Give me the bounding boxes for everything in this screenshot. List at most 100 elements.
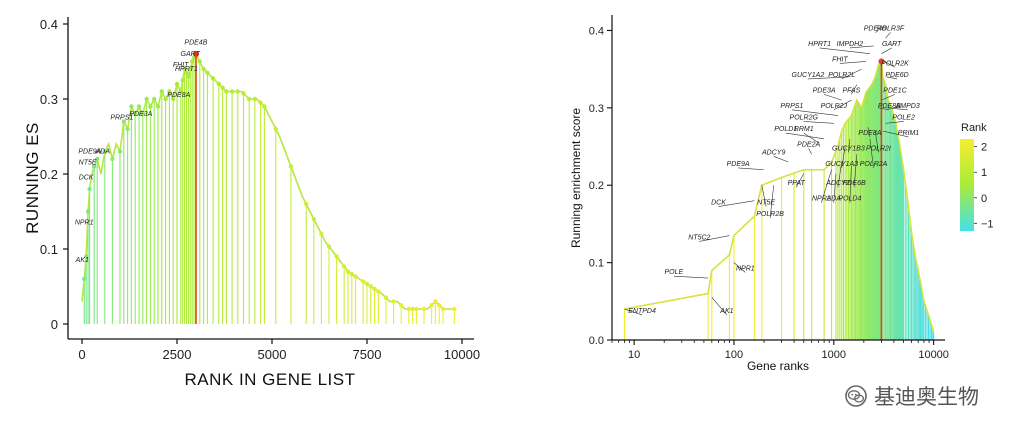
right-gene-label: GUCY1A3 xyxy=(825,161,858,168)
left-gene-label: DCK xyxy=(79,175,94,182)
left-y-tick-label: 0.3 xyxy=(40,92,58,107)
right-y-axis-label: Running enrichment score xyxy=(569,108,583,248)
left-hit-point xyxy=(252,96,258,102)
right-gene-label: RRM1 xyxy=(794,126,814,133)
left-hit-point xyxy=(144,96,149,102)
right-gene-label: NPR1 xyxy=(736,265,755,272)
left-y-ticks: 0 0.1 0.2 0.3 0.4 xyxy=(40,17,68,332)
left-hit-point xyxy=(399,303,404,308)
right-label-pointer xyxy=(869,138,874,168)
left-hit-points xyxy=(82,51,457,312)
left-x-tick-label: 2500 xyxy=(163,347,192,362)
right-label-pointer xyxy=(849,45,874,49)
right-y-tick-label: 0.1 xyxy=(589,258,604,270)
left-hit-point xyxy=(224,89,229,94)
left-hit-point xyxy=(241,91,246,96)
right-gene-label: IMPDH2 xyxy=(837,41,864,48)
rank-legend: Rank 2 1 0 −1 xyxy=(960,122,994,231)
right-gene-label: POLR2G xyxy=(790,114,819,121)
left-hit-point xyxy=(364,281,370,287)
legend-tick-label: 1 xyxy=(981,167,987,179)
left-gene-label: PDE4B xyxy=(184,40,207,47)
left-hit-point xyxy=(82,276,87,282)
left-hit-point xyxy=(117,149,123,154)
left-hit-point xyxy=(155,104,161,109)
right-gene-label: HPRT1 xyxy=(808,41,831,48)
left-hit-point xyxy=(87,186,92,192)
left-hit-point xyxy=(163,96,168,102)
right-gene-label: GUCY1A2 xyxy=(792,72,825,79)
right-label-pointer xyxy=(624,308,643,316)
right-label-pointer xyxy=(881,47,892,54)
left-hit-point xyxy=(148,104,153,109)
left-hit-point xyxy=(197,59,202,64)
left-peak-point xyxy=(193,51,199,57)
right-label-pointer xyxy=(886,107,908,111)
left-hit-point xyxy=(229,89,235,94)
left-hit-point xyxy=(110,156,115,162)
left-gene-label: HPRT1 xyxy=(175,66,198,73)
right-label-pointer xyxy=(711,297,728,316)
right-label-pointer xyxy=(769,185,774,219)
right-gene-label: POLD4 xyxy=(838,196,861,203)
right-gene-label: POLR2L xyxy=(828,72,855,79)
left-hit-point xyxy=(133,111,138,117)
right-gene-label: PDE1C xyxy=(883,87,907,94)
right-gene-label: PDE3A xyxy=(813,87,836,94)
right-gene-label: PDE8A xyxy=(858,130,881,137)
left-running-es-line xyxy=(81,52,455,310)
left-hit-point xyxy=(184,70,189,75)
left-hit-lines xyxy=(83,54,455,324)
left-hit-point xyxy=(406,306,411,312)
right-label-pointer xyxy=(808,148,812,155)
right-gene-label: POLR2K xyxy=(881,60,909,67)
right-label-pointer xyxy=(886,76,898,80)
right-label-pointer xyxy=(853,154,858,188)
legend-ticks: 2 1 0 −1 xyxy=(974,142,994,230)
left-hit-point xyxy=(188,66,193,72)
right-label-pointer xyxy=(851,84,858,95)
left-hit-point xyxy=(437,303,442,308)
legend-title: Rank xyxy=(961,122,987,134)
left-gene-label: AK1 xyxy=(75,257,89,264)
left-hit-point xyxy=(186,74,191,79)
left-hit-point xyxy=(433,299,438,304)
right-y-tick-label: 0.2 xyxy=(589,180,604,192)
right-gene-label: POLR2I xyxy=(866,145,891,152)
right-label-pointer xyxy=(824,94,842,101)
right-x-tick-label: 10 xyxy=(628,349,640,361)
left-hit-point xyxy=(210,76,216,81)
right-label-pointer xyxy=(807,76,849,80)
left-hit-point xyxy=(349,271,354,277)
left-hit-point xyxy=(83,254,89,259)
right-label-pointer xyxy=(837,161,843,188)
left-hit-point xyxy=(140,111,145,117)
left-hit-point xyxy=(368,284,373,289)
right-gene-label: PRPS1 xyxy=(780,103,803,110)
right-label-pointer xyxy=(875,30,879,33)
left-hit-point xyxy=(180,78,185,83)
right-label-pointer xyxy=(885,121,904,124)
right-label-pointer xyxy=(885,32,891,39)
left-gene-label: NPR1 xyxy=(75,220,94,227)
left-x-tick-label: 7500 xyxy=(353,347,382,362)
left-y-tick-label: 0.1 xyxy=(40,242,58,257)
right-gene-label: ADA xyxy=(826,196,842,203)
right-gene-label: PDE6D xyxy=(885,72,908,79)
right-label-pointer xyxy=(848,138,851,153)
right-running-score-line xyxy=(624,59,935,333)
left-hit-point xyxy=(174,81,180,87)
left-hit-point xyxy=(220,85,225,90)
left-hit-point xyxy=(85,209,91,214)
left-gene-label: GART xyxy=(181,51,201,58)
left-hit-point xyxy=(152,96,157,102)
left-x-tick-label: 5000 xyxy=(258,347,287,362)
left-hit-point xyxy=(440,306,446,312)
right-label-pointer xyxy=(833,99,852,111)
right-label-pointer xyxy=(878,107,890,111)
right-gene-label: PDE6B xyxy=(843,180,866,187)
left-gene-label: PRPS1 xyxy=(110,115,133,122)
